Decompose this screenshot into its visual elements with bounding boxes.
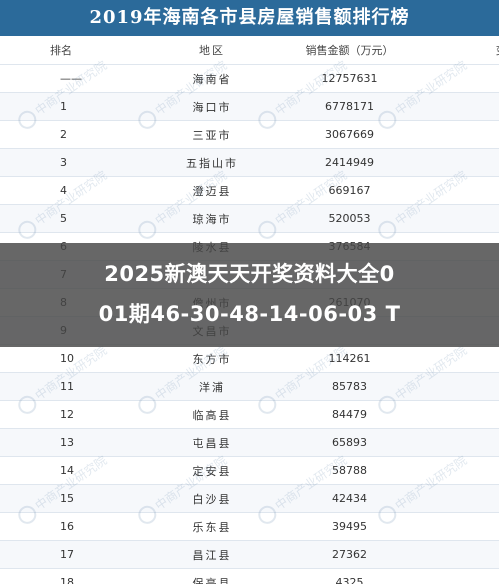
rank-cell: ——	[0, 64, 142, 93]
region-cell: 海南省	[142, 64, 282, 93]
rank-cell: 3	[0, 148, 142, 177]
region-cell: 保亭县	[142, 568, 282, 584]
rank-cell: 5	[0, 204, 142, 233]
rank-cell: 13	[0, 428, 142, 457]
region-cell: 澄迈县	[142, 176, 282, 205]
region-cell: 琼海市	[142, 204, 282, 233]
amount-cell: 2414949	[282, 148, 417, 177]
amount-cell: 58788	[282, 456, 417, 485]
amount-cell: 39495	[282, 512, 417, 541]
table-row: 1海口市677817130.2	[0, 92, 499, 121]
amount-cell: 65893	[282, 428, 417, 457]
change-cell: -71.7	[417, 400, 499, 429]
rank-cell: 14	[0, 456, 142, 485]
overlay-banner: 2025新澳天天开奖资料大全0 01期46-30-48-14-06-03 T	[0, 243, 499, 347]
amount-cell: 84479	[282, 400, 417, 429]
region-cell: 东方市	[142, 344, 282, 373]
region-cell: 屯昌县	[142, 428, 282, 457]
change-cell: -49.0	[417, 120, 499, 149]
amount-cell: 3067669	[282, 120, 417, 149]
page-title: 2019年海南各市县房屋销售额排行榜	[0, 0, 499, 36]
change-cell: -15.6	[417, 344, 499, 373]
rank-cell: 1	[0, 92, 142, 121]
amount-cell: 6778171	[282, 92, 417, 121]
change-cell: -51.0	[417, 148, 499, 177]
amount-cell: 669167	[282, 176, 417, 205]
overlay-line-2: 01期46-30-48-14-06-03 T	[98, 302, 401, 326]
rank-cell: 17	[0, 540, 142, 569]
rank-cell: 16	[0, 512, 142, 541]
region-cell: 海口市	[142, 92, 282, 121]
region-cell: 昌江县	[142, 540, 282, 569]
change-cell: -81.7	[417, 456, 499, 485]
change-cell: -20.7	[417, 204, 499, 233]
change-cell: 30.2	[417, 92, 499, 121]
change-cell: -93.3	[417, 568, 499, 584]
region-cell: 白沙县	[142, 484, 282, 513]
amount-cell: 4325	[282, 568, 417, 584]
change-cell: -60.7	[417, 512, 499, 541]
header-rank: 排名	[0, 36, 142, 65]
table-header-row: 排名 地区 销售金额（万元） 变化（%）	[0, 36, 499, 65]
amount-cell: 12757631	[282, 64, 417, 93]
region-cell: 乐东县	[142, 512, 282, 541]
amount-cell: 42434	[282, 484, 417, 513]
change-cell: -62.6	[417, 540, 499, 569]
rank-cell: 12	[0, 400, 142, 429]
header-region: 地区	[142, 36, 282, 65]
rank-cell: 18	[0, 568, 142, 584]
change-cell: -24.6	[417, 372, 499, 401]
region-cell: 定安县	[142, 456, 282, 485]
change-cell: -18.6	[417, 428, 499, 457]
amount-cell: 27362	[282, 540, 417, 569]
amount-cell: 114261	[282, 344, 417, 373]
rank-cell: 2	[0, 120, 142, 149]
change-cell: -38.8	[417, 64, 499, 93]
amount-cell: 85783	[282, 372, 417, 401]
region-cell: 临高县	[142, 400, 282, 429]
rank-cell: 11	[0, 372, 142, 401]
region-cell: 三亚市	[142, 120, 282, 149]
header-change: 变化（%）	[417, 36, 499, 65]
change-cell: -68.5	[417, 176, 499, 205]
region-cell: 洋浦	[142, 372, 282, 401]
rank-cell: 10	[0, 344, 142, 373]
change-cell: -50.4	[417, 484, 499, 513]
rank-cell: 15	[0, 484, 142, 513]
header-amount: 销售金额（万元）	[282, 36, 417, 65]
amount-cell: 520053	[282, 204, 417, 233]
overlay-line-1: 2025新澳天天开奖资料大全0	[104, 262, 395, 286]
rank-cell: 4	[0, 176, 142, 205]
region-cell: 五指山市	[142, 148, 282, 177]
